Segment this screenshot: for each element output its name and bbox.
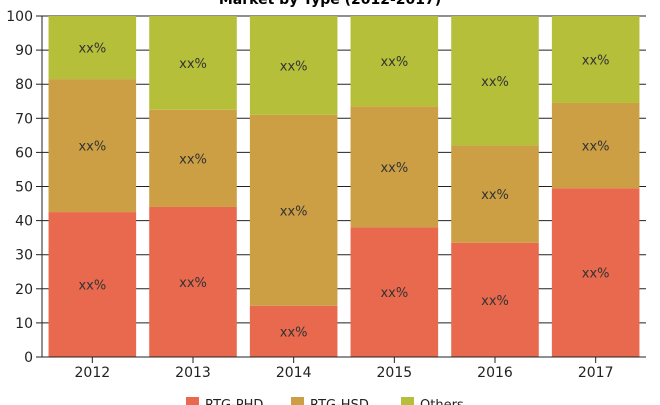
- y-tick-label-70: 70: [15, 111, 33, 127]
- data-label-rtg-phd-2016: xx%: [481, 294, 509, 309]
- bar-others-2012: [48, 16, 137, 80]
- axes: 0 10 20 30 40 50 60 70 80 90 100 2012 2013 2014 2015 20…: [6, 9, 646, 381]
- y-tick-label-60: 60: [15, 145, 33, 161]
- x-tick-label-2015: 2015: [377, 365, 413, 381]
- y-tick-label-90: 90: [15, 43, 33, 59]
- bar-others-2014: [249, 16, 338, 115]
- y-tick-label-10: 10: [15, 316, 33, 332]
- y-tick-label-40: 40: [15, 214, 33, 230]
- legend-swatch-rtg-phd: [186, 397, 199, 405]
- data-label-rtg-hsd-2014: xx%: [280, 204, 308, 219]
- data-label-others-2015: xx%: [380, 55, 408, 70]
- bar-rtg-hsd-2013: [149, 109, 237, 207]
- bar-rtg-phd-2017: [551, 188, 640, 357]
- legend-swatch-others: [401, 397, 414, 405]
- data-label-others-2014: xx%: [280, 59, 308, 74]
- bar-others-2017: [551, 16, 640, 103]
- bar-rtg-hsd-2012: [48, 79, 137, 213]
- data-label-rtg-phd-2013: xx%: [179, 276, 207, 291]
- x-tick-label-2017: 2017: [578, 365, 614, 381]
- data-label-rtg-hsd-2017: xx%: [582, 140, 610, 155]
- y-tick-label-30: 30: [15, 248, 33, 264]
- bar-others-2015: [350, 16, 439, 107]
- y-tick-label-20: 20: [15, 282, 33, 298]
- bars: [48, 16, 640, 357]
- data-labels: xx% xx% xx% xx% xx% xx% xx% xx% xx% xx% xx% xx% xx% x…: [78, 42, 609, 341]
- data-label-others-2017: xx%: [582, 53, 610, 68]
- data-label-rtg-hsd-2016: xx%: [481, 188, 509, 203]
- bar-rtg-phd-2013: [149, 206, 237, 357]
- bar-rtg-hsd-2014: [249, 114, 338, 306]
- y-tick-label-50: 50: [15, 180, 33, 196]
- data-label-rtg-hsd-2013: xx%: [179, 152, 207, 167]
- data-label-others-2012: xx%: [78, 42, 106, 57]
- x-tick-label-2012: 2012: [75, 365, 111, 381]
- data-label-others-2016: xx%: [481, 75, 509, 90]
- data-label-rtg-phd-2012: xx%: [78, 279, 106, 294]
- legend-label-rtg-phd[interactable]: RTG-PHD: [205, 398, 263, 405]
- legend-swatch-rtg-hsd: [291, 397, 304, 405]
- x-tick-label-2016: 2016: [477, 365, 513, 381]
- gridlines: [42, 15, 646, 358]
- x-tick-label-2013: 2013: [175, 365, 211, 381]
- bar-others-2016: [451, 16, 539, 146]
- y-tick-label-80: 80: [15, 77, 33, 93]
- y-tick-label-100: 100: [6, 9, 33, 25]
- data-label-rtg-phd-2015: xx%: [380, 286, 408, 301]
- bar-rtg-hsd-2015: [350, 106, 439, 228]
- chart-title: Market by Type (2012-2017): [219, 0, 441, 8]
- data-label-rtg-phd-2014: xx%: [280, 325, 308, 340]
- data-label-rtg-hsd-2015: xx%: [380, 161, 408, 176]
- bar-rtg-phd-2012: [48, 212, 137, 357]
- data-label-rtg-hsd-2012: xx%: [78, 140, 106, 155]
- legend: RTG-PHD RTG-HSD Others: [186, 397, 464, 405]
- data-label-rtg-phd-2017: xx%: [582, 267, 610, 282]
- data-label-others-2013: xx%: [179, 57, 207, 72]
- legend-label-rtg-hsd[interactable]: RTG-HSD: [310, 398, 369, 405]
- y-tick-label-0: 0: [24, 350, 33, 366]
- legend-label-others[interactable]: Others: [420, 398, 464, 405]
- bar-rtg-phd-2016: [451, 242, 539, 357]
- bar-others-2013: [149, 16, 237, 110]
- bar-rtg-phd-2014: [249, 305, 338, 357]
- bar-rtg-hsd-2017: [551, 102, 640, 189]
- bar-rtg-phd-2015: [350, 227, 439, 357]
- x-tick-label-2014: 2014: [276, 365, 312, 381]
- bar-rtg-hsd-2016: [451, 145, 539, 243]
